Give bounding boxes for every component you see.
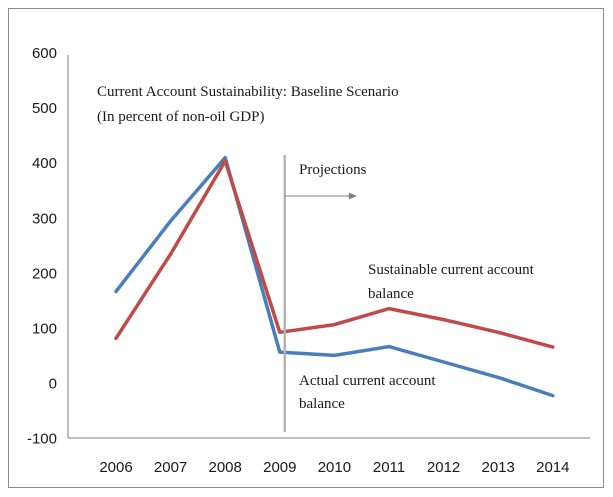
x-tick-label: 2008 [209,459,242,476]
x-tick-label: 2011 [373,459,405,476]
series-lines [114,155,555,398]
chart-frame [8,8,604,488]
x-tick-label: 2009 [263,459,296,476]
y-tick-label: 0 [49,376,57,393]
projection-arrow-head [348,192,357,200]
chart-title: Current Account Sustainability: Baseline… [97,84,399,100]
chart-subtitle: (In percent of non-oil GDP) [97,109,264,125]
x-tick-label: 2006 [99,459,132,476]
sustainable-label-line1: Sustainable current account [368,262,535,278]
x-tick-labels: 2006 2007 2008 2009 2010 2011 2012 2013 2014 [99,459,569,476]
y-tick-label: 500 [32,100,57,117]
x-tick-label: 2010 [318,459,351,476]
x-tick-label: 2014 [536,459,569,476]
series-line [114,155,555,398]
y-tick-labels: 600 500 400 300 200 100 0 -100 [27,45,57,448]
y-tick-label: 200 [32,265,57,282]
y-tick-label: 400 [32,155,57,172]
x-tick-label: 2007 [154,459,187,476]
series-line [114,159,555,349]
y-tick-label: -100 [27,431,57,448]
actual-label-line2: balance [299,396,345,412]
sustainable-label-line2: balance [368,286,414,302]
y-tick-label: 300 [32,210,57,227]
x-tick-label: 2012 [427,459,460,476]
actual-label-line1: Actual current account [299,373,436,389]
x-tick-label: 2013 [482,459,515,476]
y-tick-label: 600 [32,45,57,62]
y-tick-label: 100 [32,320,57,337]
projections-label: Projections [299,162,367,178]
